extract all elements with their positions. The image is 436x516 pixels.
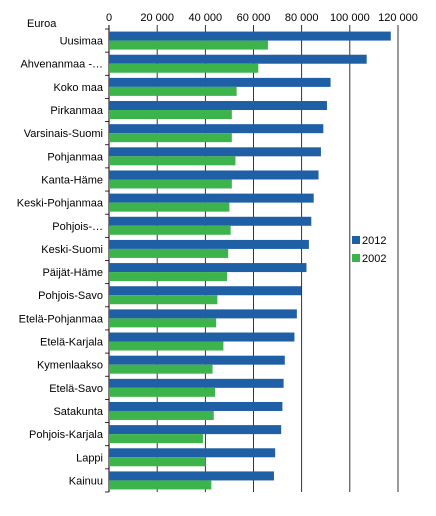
x-tick-label: 40 000	[189, 12, 223, 24]
x-tick-label: 0	[106, 12, 112, 24]
bar-2012	[109, 147, 321, 157]
bar-2012	[109, 286, 302, 296]
legend-swatch-2012	[352, 236, 360, 244]
bar-2012	[109, 101, 327, 111]
x-tick-label: 20 000	[140, 12, 174, 24]
legend: 2012 2002	[352, 235, 386, 265]
category-label: Kainuu	[69, 475, 103, 487]
legend-swatch-2002	[352, 254, 360, 262]
bar-2012	[109, 263, 307, 273]
bar-2002	[109, 156, 236, 166]
bar-2012	[109, 77, 331, 87]
bar-2012	[109, 170, 319, 180]
bar-2002	[109, 364, 213, 374]
x-tick-label: 80 000	[285, 12, 319, 24]
category-label: Keski-Suomi	[41, 244, 103, 256]
bar-2012	[109, 309, 297, 319]
category-label: Pohjois-…	[52, 221, 103, 233]
category-label: Kymenlaakso	[37, 360, 103, 372]
bar-2012	[109, 216, 312, 226]
category-label: Pirkanmaa	[50, 105, 103, 117]
bar-2002	[109, 480, 212, 490]
legend-label: 2002	[362, 253, 386, 265]
bar-2002	[109, 248, 229, 258]
bar-2012	[109, 193, 314, 203]
category-label: Ahvenanmaa -…	[20, 59, 103, 71]
category-label: Uusimaa	[60, 36, 104, 48]
bar-2002	[109, 225, 231, 235]
bar-2002	[109, 179, 232, 189]
bar-2012	[109, 425, 282, 435]
category-label: Satakunta	[53, 406, 103, 418]
category-labels: Uusimaa Ahvenanmaa -… Koko maa Pirkanmaa Var…	[17, 36, 104, 488]
bar-2002	[109, 272, 228, 282]
category-label: Pohjois-Karjala	[29, 429, 104, 441]
bar-2002	[109, 202, 230, 212]
category-label: Etelä-Pohjanmaa	[19, 313, 104, 325]
x-tick-label: 100 000	[330, 12, 370, 24]
bar-2002	[109, 40, 268, 50]
bar-2002	[109, 341, 224, 351]
bar-2012	[109, 448, 276, 458]
bar-2012	[109, 401, 283, 411]
bar-2002	[109, 434, 203, 444]
bar-2012	[109, 31, 391, 41]
x-tick-label: 60 000	[237, 12, 271, 24]
bar-2002	[109, 318, 217, 328]
bar-2002	[109, 63, 259, 73]
bar-2012	[109, 471, 274, 481]
category-label: Lappi	[76, 452, 103, 464]
bar-2002	[109, 410, 214, 420]
category-label: Kanta-Häme	[41, 174, 103, 186]
bar-2012	[109, 54, 367, 64]
bar-2002	[109, 110, 232, 120]
unit-label: Euroa	[27, 18, 57, 30]
category-label: Päijät-Häme	[42, 267, 103, 279]
bars	[109, 31, 391, 490]
bar-2002	[109, 387, 215, 397]
category-label: Etelä-Savo	[49, 383, 103, 395]
legend-label: 2012	[362, 235, 386, 247]
bar-2002	[109, 86, 237, 96]
category-label: Pohjanmaa	[47, 151, 104, 163]
bar-2002	[109, 133, 232, 143]
bar-2012	[109, 239, 309, 249]
bar-2002	[109, 457, 206, 467]
bar-2002	[109, 295, 218, 305]
category-label: Pohjois-Savo	[38, 290, 103, 302]
bar-2012	[109, 355, 285, 365]
x-tick-label: 120 000	[378, 12, 418, 24]
category-label: Keski-Pohjanmaa	[17, 198, 104, 210]
category-label: Etelä-Karjala	[40, 337, 104, 349]
bar-2012	[109, 332, 295, 342]
bar-2012	[109, 124, 324, 134]
x-axis-ticks: 0 20 000 40 000 60 000 80 000 100 000 120 000	[106, 12, 418, 24]
bar-2012	[109, 378, 284, 388]
category-label: Varsinais-Suomi	[24, 128, 103, 140]
category-label: Koko maa	[53, 82, 103, 94]
